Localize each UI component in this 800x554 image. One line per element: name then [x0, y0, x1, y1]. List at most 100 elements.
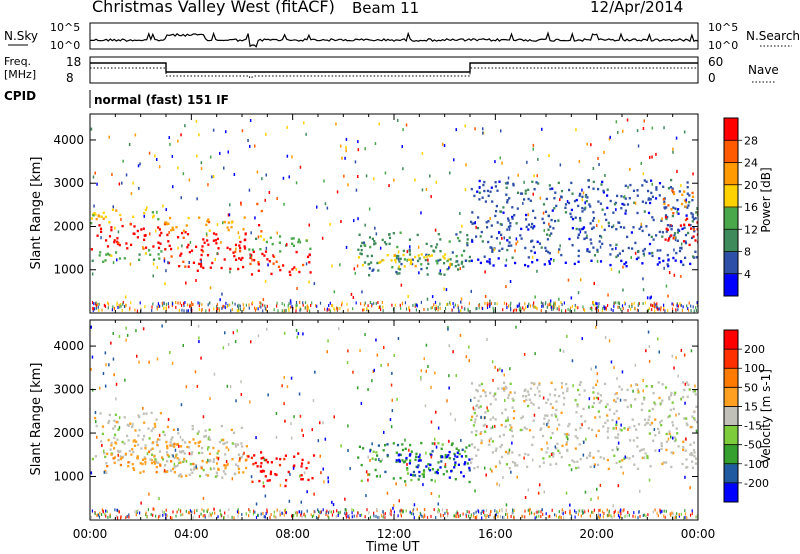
heatmap-cell: [97, 215, 100, 218]
heatmap-cell: [520, 417, 523, 420]
heatmap-cell: [201, 446, 204, 450]
heatmap-speckle: [566, 200, 569, 203]
heatmap-cell: [573, 460, 576, 464]
heatmap-speckle: [227, 150, 229, 154]
ground-scatter: [565, 309, 567, 313]
ground-scatter: [690, 309, 692, 313]
heatmap-cell: [666, 228, 669, 232]
ground-scatter: [313, 510, 315, 514]
heatmap-speckle: [317, 439, 320, 443]
heatmap-cell: [633, 201, 636, 204]
ground-scatter: [279, 510, 281, 514]
heatmap-speckle: [584, 490, 587, 494]
ground-scatter: [159, 304, 161, 308]
ground-scatter: [339, 510, 341, 514]
heatmap-cell: [574, 399, 577, 402]
ground-scatter: [219, 512, 222, 516]
heatmap-speckle: [217, 457, 220, 461]
heatmap-cell: [243, 247, 247, 250]
ground-scatter: [105, 509, 107, 513]
heatmap-cell: [570, 215, 573, 219]
heatmap-speckle: [567, 278, 570, 282]
heatmap-cell: [664, 216, 668, 219]
heatmap-speckle: [226, 384, 229, 388]
heatmap-cell: [623, 457, 626, 460]
heatmap-speckle: [581, 198, 584, 202]
heatmap-cell: [422, 471, 426, 474]
heatmap-cell: [453, 458, 456, 461]
ground-scatter: [658, 307, 660, 311]
heatmap-cell: [480, 431, 483, 434]
ground-scatter: [301, 510, 303, 514]
heatmap-speckle: [615, 120, 618, 124]
heatmap-speckle: [608, 137, 611, 141]
ground-scatter: [467, 309, 469, 312]
ground-scatter: [248, 514, 250, 518]
heatmap-cell: [665, 440, 668, 443]
heatmap-speckle: [539, 196, 542, 200]
ground-scatter: [266, 508, 268, 512]
ground-scatter: [187, 511, 190, 515]
heatmap-cell: [672, 407, 675, 411]
heatmap-cell: [497, 387, 500, 390]
heatmap-cell: [360, 248, 363, 252]
heatmap-cell: [481, 196, 484, 199]
heatmap-speckle: [430, 195, 432, 199]
heatmap-cell: [660, 419, 663, 422]
heatmap-cell: [592, 211, 595, 214]
heatmap-speckle: [104, 384, 107, 388]
heatmap-cell: [658, 194, 661, 197]
heatmap-cell: [253, 259, 256, 262]
ground-scatter: [273, 308, 275, 312]
ground-scatter: [538, 510, 540, 514]
ground-scatter: [318, 514, 320, 518]
heatmap-cell: [648, 409, 651, 412]
heatmap-speckle: [219, 298, 221, 302]
heatmap-speckle: [130, 192, 133, 196]
heatmap-cell: [212, 232, 216, 235]
heatmap-speckle: [493, 248, 496, 252]
heatmap-speckle: [112, 205, 114, 209]
heatmap-cell: [191, 427, 194, 431]
ground-scatter: [579, 509, 581, 513]
heatmap-speckle: [374, 226, 376, 230]
heatmap-cell: [585, 456, 589, 460]
heatmap-speckle: [595, 365, 597, 369]
heatmap-cell: [494, 392, 497, 395]
ground-scatter: [165, 513, 167, 517]
heatmap-speckle: [149, 232, 151, 236]
heatmap-cell: [531, 222, 534, 226]
ground-scatter: [130, 301, 132, 305]
ground-scatter: [658, 510, 661, 514]
heatmap-cell: [382, 259, 385, 262]
heatmap-speckle: [536, 174, 538, 178]
heatmap-cell: [649, 423, 652, 426]
heatmap-cell: [683, 223, 686, 226]
ground-scatter: [364, 515, 366, 519]
heatmap-cell: [665, 461, 668, 464]
heatmap-cell: [473, 194, 476, 198]
heatmap-cell: [176, 457, 179, 460]
heatmap-speckle: [437, 502, 439, 506]
heatmap-cell: [631, 247, 634, 250]
heatmap-speckle: [595, 434, 598, 438]
ground-scatter: [686, 304, 688, 308]
heatmap-cell: [383, 241, 387, 244]
heatmap-cell: [108, 235, 112, 238]
heatmap-cell: [212, 460, 215, 464]
heatmap-cell: [199, 475, 202, 478]
heatmap-cell: [187, 265, 190, 268]
heatmap-cell: [588, 454, 591, 457]
heatmap-cell: [511, 435, 514, 438]
ground-scatter: [419, 511, 421, 515]
heatmap-cell: [437, 442, 440, 445]
heatmap-speckle: [496, 482, 498, 486]
heatmap-speckle: [118, 426, 121, 430]
heatmap-speckle: [326, 350, 328, 354]
ground-scatter: [353, 514, 355, 518]
heatmap-speckle: [340, 144, 342, 148]
heatmap-speckle: [518, 302, 521, 306]
heatmap-cell: [628, 457, 631, 460]
heatmap-cell: [429, 463, 432, 467]
heatmap-cell: [632, 189, 636, 192]
